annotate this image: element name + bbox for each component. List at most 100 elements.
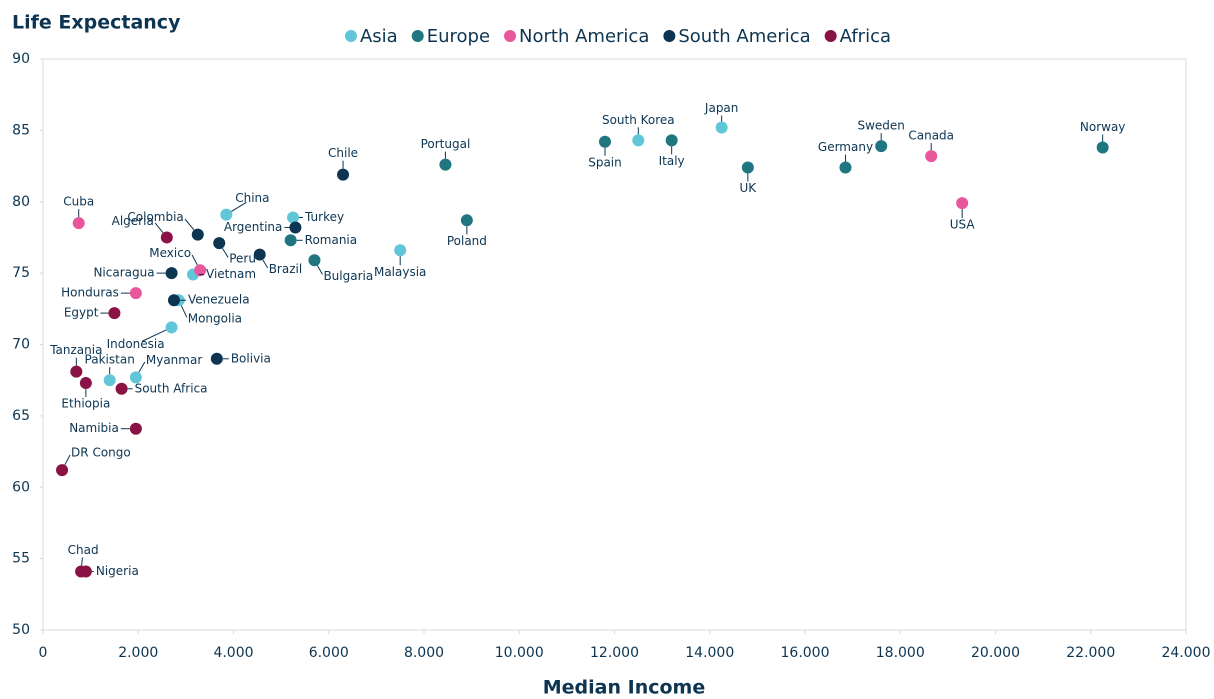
- y-axis-title: Life Expectancy: [12, 12, 181, 34]
- legend-label: Asia: [360, 26, 398, 47]
- plot-frame: [42, 58, 1187, 631]
- point: [925, 150, 938, 163]
- leader-line: [180, 305, 188, 318]
- point-label: Turkey: [304, 210, 344, 224]
- x-tick-label: 4.000: [213, 645, 253, 661]
- legend-label: Europe: [427, 26, 490, 47]
- y-tick-label: 75: [12, 265, 30, 281]
- legend-marker: [663, 30, 676, 42]
- point-label: Argentina: [224, 220, 283, 234]
- x-tick-label: 2.000: [118, 645, 158, 661]
- point-label: South Africa: [135, 381, 208, 395]
- point-label: Malaysia: [374, 265, 426, 279]
- point: [165, 321, 178, 334]
- point-label: Nigeria: [96, 564, 139, 578]
- legend-marker: [344, 30, 357, 42]
- point-label: Japan: [704, 101, 738, 115]
- leader-line: [64, 454, 71, 466]
- point-label: Chile: [328, 146, 358, 160]
- point-labels: Japan South Korea China Turkey Malaysia Vietn…: [49, 101, 1125, 578]
- point: [167, 294, 180, 307]
- x-tick-label: 12.000: [590, 645, 639, 661]
- point-label: USA: [950, 218, 976, 232]
- legend-marker: [824, 30, 837, 42]
- point-label: Romania: [305, 233, 357, 247]
- point-label: Germany: [818, 140, 873, 154]
- legend-label: South America: [678, 26, 810, 47]
- x-tick-label: 20.000: [971, 645, 1020, 661]
- point-label: Nicaragua: [93, 266, 154, 280]
- point: [79, 377, 92, 390]
- point-label: Colombia: [127, 210, 183, 224]
- point-label: South Korea: [602, 113, 675, 127]
- point: [287, 211, 300, 224]
- x-tick-label: 10.000: [495, 645, 544, 661]
- y-tick-label: 60: [12, 479, 30, 495]
- x-tick-label: 6.000: [309, 645, 349, 661]
- point: [72, 217, 85, 230]
- y-tick-label: 90: [12, 51, 30, 67]
- point: [308, 254, 321, 267]
- point: [439, 158, 452, 171]
- legend-label: Africa: [840, 26, 891, 47]
- point-label: Sweden: [857, 119, 904, 133]
- point: [79, 565, 92, 578]
- point-label: Norway: [1080, 120, 1126, 134]
- point: [715, 121, 728, 134]
- point: [460, 214, 473, 227]
- point-label: UK: [740, 181, 758, 195]
- point-label: Ethiopia: [61, 397, 110, 411]
- point-label: Brazil: [269, 262, 303, 276]
- point: [598, 135, 611, 148]
- x-tick-label: 0: [39, 645, 48, 661]
- point-label: Egypt: [64, 306, 99, 320]
- point: [191, 228, 204, 241]
- legend-label: North America: [519, 26, 649, 47]
- leader-line: [81, 557, 83, 566]
- point: [220, 208, 233, 221]
- point-label: Italy: [659, 154, 685, 168]
- point: [210, 352, 223, 365]
- point-label: Mongolia: [188, 312, 242, 326]
- x-tick-label: 8.000: [404, 645, 444, 661]
- point-label: DR Congo: [71, 446, 131, 460]
- x-tick-label: 22.000: [1066, 645, 1115, 661]
- point-label: Portugal: [421, 137, 471, 151]
- point: [253, 248, 266, 261]
- leader-line: [191, 254, 198, 266]
- point-label: Tanzania: [49, 343, 102, 357]
- point: [284, 234, 297, 247]
- x-tick-label: 14.000: [685, 645, 734, 661]
- point: [213, 237, 226, 250]
- leader-line: [184, 218, 195, 231]
- point: [839, 161, 852, 174]
- leader-line: [221, 247, 229, 258]
- x-tick-label: 18.000: [876, 645, 925, 661]
- point: [1096, 141, 1109, 154]
- point-label: Indonesia: [107, 337, 165, 351]
- point-label: Vietnam: [206, 267, 256, 281]
- point-label: Honduras: [61, 286, 119, 300]
- point: [394, 244, 407, 257]
- point-label: Cuba: [63, 195, 94, 209]
- point-label: Venezuela: [188, 293, 250, 307]
- point: [108, 307, 121, 320]
- x-axis-title: Median Income: [543, 677, 705, 699]
- point: [956, 197, 969, 210]
- leader-line: [138, 361, 146, 373]
- x-tick-label: 24.000: [1162, 645, 1211, 661]
- leader-line: [141, 329, 167, 342]
- point-label: Myanmar: [146, 353, 202, 367]
- point: [56, 464, 69, 477]
- point: [289, 221, 302, 234]
- point: [103, 374, 116, 387]
- point: [665, 134, 678, 147]
- point: [129, 287, 142, 300]
- leader-line: [316, 265, 323, 275]
- y-tick-label: 80: [12, 194, 30, 210]
- leader-line: [154, 222, 164, 234]
- point: [194, 264, 207, 277]
- point: [165, 267, 178, 280]
- point: [875, 140, 888, 153]
- point-label: Bolivia: [231, 351, 271, 365]
